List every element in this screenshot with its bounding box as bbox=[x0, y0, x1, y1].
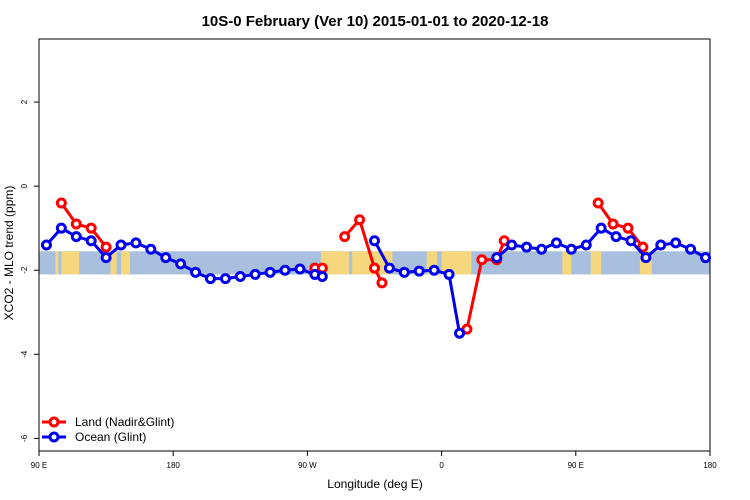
ocean-point-0-16 bbox=[279, 264, 291, 276]
ocean-point-2-12 bbox=[670, 237, 682, 249]
plot-frame bbox=[38, 38, 711, 452]
ocean-point-0-14 bbox=[249, 268, 261, 280]
land-span-2 bbox=[110, 251, 117, 275]
x-axis-label: Longitude (deg E) bbox=[327, 477, 422, 491]
land-point-3-1 bbox=[476, 254, 488, 266]
land-line-segment-0 bbox=[60, 202, 108, 249]
y-tick-label-0: 2 bbox=[20, 99, 29, 104]
land-line-segment-3 bbox=[465, 240, 506, 330]
ocean-point-1-6 bbox=[453, 327, 465, 339]
ocean-point-0-12 bbox=[219, 273, 231, 285]
land-point-4-1 bbox=[607, 218, 619, 230]
land-span-4 bbox=[320, 251, 350, 275]
land-point-2-0 bbox=[339, 231, 351, 243]
y-tick-label-2: -2 bbox=[20, 266, 29, 274]
ocean-point-2-13 bbox=[685, 243, 697, 255]
ocean-point-0-15 bbox=[264, 266, 276, 278]
ocean-point-1-0 bbox=[369, 235, 380, 247]
ocean-point-1-4 bbox=[428, 264, 440, 276]
ocean-point-1-2 bbox=[398, 266, 410, 278]
y-tick-label-4: -6 bbox=[20, 434, 29, 442]
ocean-point-0-10 bbox=[190, 266, 202, 278]
legend: Land (Nadir&Glint) Ocean (Glint) bbox=[42, 415, 174, 444]
plot-area: 90 E 180 90 W 0 90 E 180 2 0 -2 -4 -6 bbox=[20, 38, 717, 470]
legend-ocean-marker bbox=[48, 431, 60, 443]
land-point-0-0 bbox=[55, 197, 67, 209]
land-line-segment-2 bbox=[343, 218, 384, 284]
ocean-point-1-5 bbox=[443, 268, 455, 280]
ocean-point-2-3 bbox=[536, 243, 548, 255]
ocean-point-2-0 bbox=[491, 252, 503, 264]
y-tick-label-1: 0 bbox=[20, 183, 29, 188]
land-point-2-3 bbox=[376, 277, 388, 289]
land-span-7 bbox=[441, 251, 472, 275]
ocean-point-2-7 bbox=[595, 222, 607, 234]
ocean-point-0-8 bbox=[160, 252, 172, 264]
ocean-point-0-4 bbox=[100, 252, 112, 264]
land-point-0-1 bbox=[70, 218, 82, 230]
ocean-point-0-11 bbox=[204, 273, 216, 285]
land-point-1-1 bbox=[316, 262, 328, 274]
ocean-point-0-19 bbox=[316, 271, 328, 283]
ocean-point-2-11 bbox=[655, 239, 667, 251]
ocean-point-0-5 bbox=[115, 239, 127, 251]
land-span-9 bbox=[590, 251, 602, 275]
x-tick-label-2: 90 W bbox=[298, 461, 317, 470]
y-axis-label: XCO2 - MLO trend (ppm) bbox=[2, 186, 16, 321]
chart-title: 10S-0 February (Ver 10) 2015-01-01 to 20… bbox=[202, 13, 549, 30]
land-span-0 bbox=[55, 251, 59, 275]
land-point-0-3 bbox=[100, 241, 112, 253]
ocean-point-0-13 bbox=[234, 271, 246, 283]
ocean-point-0-3 bbox=[85, 235, 97, 247]
ocean-point-0-2 bbox=[70, 231, 82, 243]
ocean-point-2-10 bbox=[640, 252, 652, 264]
x-tick-label-4: 90 E bbox=[568, 461, 584, 470]
ocean-point-2-1 bbox=[506, 239, 518, 251]
ocean-point-0-1 bbox=[55, 222, 67, 234]
legend-land-label: Land (Nadir&Glint) bbox=[75, 415, 174, 429]
ocean-point-2-9 bbox=[625, 235, 637, 247]
ocean-point-0-6 bbox=[130, 237, 142, 249]
ocean-point-0-7 bbox=[145, 243, 157, 255]
land-span-6 bbox=[426, 251, 438, 275]
ocean-point-2-8 bbox=[610, 231, 622, 243]
land-span-8 bbox=[562, 251, 572, 275]
x-tick-label-5: 180 bbox=[703, 461, 717, 470]
ocean-point-1-3 bbox=[413, 265, 425, 277]
x-tick-label-0: 90 E bbox=[31, 461, 47, 470]
ocean-point-1-1 bbox=[383, 262, 395, 274]
ocean-point-2-4 bbox=[550, 237, 562, 249]
ocean-point-2-6 bbox=[580, 239, 592, 251]
ocean-point-2-2 bbox=[521, 241, 533, 253]
ocean-point-2-14 bbox=[700, 252, 712, 264]
land-span-1 bbox=[61, 251, 80, 275]
y-tick-label-3: -4 bbox=[20, 350, 29, 358]
land-point-2-2 bbox=[369, 262, 380, 274]
land-point-4-3 bbox=[637, 241, 649, 253]
land-span-3 bbox=[121, 251, 130, 275]
legend-land-marker bbox=[48, 416, 60, 428]
legend-ocean-label: Ocean (Glint) bbox=[75, 430, 146, 444]
x-tick-label-1: 180 bbox=[167, 461, 181, 470]
ocean-point-0-9 bbox=[175, 258, 187, 270]
land-point-0-2 bbox=[85, 222, 97, 234]
land-point-4-0 bbox=[592, 197, 604, 209]
ocean-point-2-5 bbox=[565, 243, 577, 255]
ocean-point-0-0 bbox=[40, 239, 52, 251]
land-point-4-2 bbox=[622, 222, 634, 234]
ocean-point-0-17 bbox=[294, 263, 306, 275]
land-point-2-1 bbox=[354, 214, 366, 226]
x-tick-label-3: 0 bbox=[439, 461, 444, 470]
